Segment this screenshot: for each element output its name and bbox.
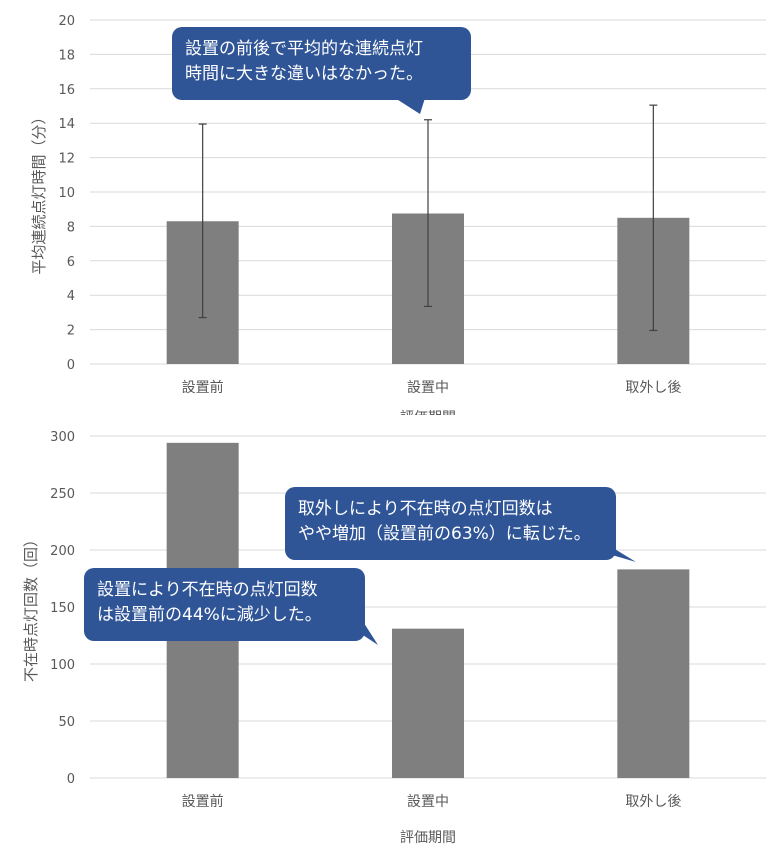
y-axis-title: 不在時点灯回数（回） [22, 532, 40, 682]
x-tick-label: 取外し後 [625, 794, 681, 810]
y-tick-label: 10 [58, 186, 75, 201]
y-tick-label: 100 [50, 658, 75, 673]
y-tick-label: 14 [58, 117, 75, 132]
y-tick-label: 16 [58, 83, 75, 98]
callout-text-line: 時間に大きな違いはなかった。 [185, 64, 423, 84]
y-tick-label: 300 [50, 430, 75, 445]
callout-box [84, 568, 365, 641]
y-tick-label: 18 [58, 48, 75, 63]
chart-1-avg-continuous-lighting-time: 02468101214161820設置前設置中取外し後平均連続点灯時間（分）評価… [0, 14, 766, 429]
y-tick-label: 0 [67, 358, 75, 373]
y-tick-label: 250 [50, 487, 75, 502]
y-tick-label: 0 [67, 772, 75, 787]
bar [617, 569, 690, 778]
y-tick-label: 12 [58, 152, 75, 167]
x-tick-label: 設置前 [182, 793, 224, 810]
callout-text-line: やや増加（設置前の63%）に転じた。 [298, 524, 591, 544]
callout-box [285, 487, 616, 560]
callout-text-line: 設置により不在時の点灯回数 [97, 580, 318, 600]
x-axis-title: 評価期間 [400, 830, 456, 846]
chart-2-unoccupied-lighting-count: 0 50 100 150 200 250 300 設置前 設置中 取外し後 不在時点灯回数（回） 評価… [22, 430, 766, 846]
x-tick-label: 取外し後 [625, 380, 681, 396]
callout-text-line: は設置前の44%に減少した。 [97, 605, 322, 625]
x-tick-label: 設置中 [407, 794, 449, 810]
y-tick-label: 20 [58, 14, 75, 29]
y-tick-label: 200 [50, 544, 75, 559]
y-axis-title: 平均連続点灯時間（分） [30, 109, 48, 274]
y-tick-label: 8 [67, 220, 75, 235]
y-tick-label: 4 [67, 289, 75, 304]
callout-text-line: 設置の前後で平均的な連続点灯 [185, 39, 423, 59]
bar [392, 628, 464, 778]
x-tick-label: 設置前 [182, 379, 224, 396]
callout-tail [395, 98, 425, 114]
y-tick-label: 2 [67, 324, 75, 339]
y-tick-label: 150 [50, 601, 75, 616]
callout-text-line: 取外しにより不在時の点灯回数は [298, 499, 553, 519]
chart-separator [0, 415, 766, 429]
y-tick-label: 6 [67, 255, 75, 270]
x-tick-label: 設置中 [407, 380, 449, 396]
callout-box [172, 27, 471, 100]
y-tick-label: 50 [58, 715, 75, 730]
